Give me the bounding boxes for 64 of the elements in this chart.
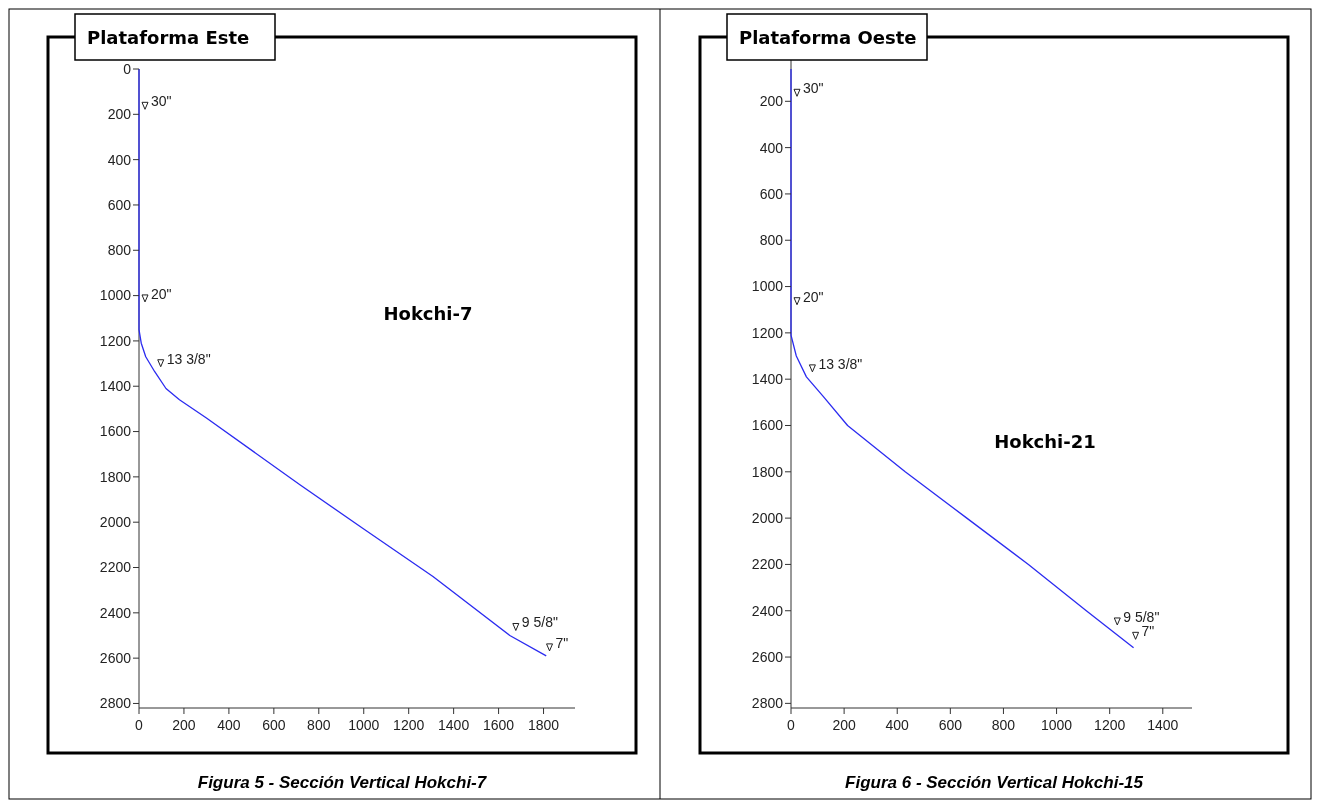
annotation: 9 5/8" xyxy=(521,614,558,631)
line-series xyxy=(790,68,1135,649)
y-tick-label: 1400 xyxy=(99,378,132,395)
x-tick-label: 200 xyxy=(172,717,196,733)
text: Figura 6 - Sección Vertical Hokchi-15 xyxy=(845,773,1144,792)
y-tick-label: 200 xyxy=(107,106,132,123)
y-tick-label: 400 xyxy=(107,151,132,168)
y-tick-label: 2800 xyxy=(99,695,132,712)
x-tick-label: 800 xyxy=(991,717,1016,733)
annotation: 7" xyxy=(1141,623,1155,640)
annotation: 7" xyxy=(555,634,569,651)
annotation: 20" xyxy=(151,285,172,302)
x-tick-label: 1000 xyxy=(1040,717,1073,733)
x-tick-label: 0 xyxy=(135,717,144,733)
text: Hokchi-7 xyxy=(383,303,473,324)
y-tick-label: 600 xyxy=(107,196,132,213)
y-tick-label: 2000 xyxy=(751,510,784,527)
y-tick-label: 2400 xyxy=(751,602,784,619)
y-tick-label: 1600 xyxy=(99,423,132,440)
x-tick-label: 400 xyxy=(885,717,910,733)
annotation: 30" xyxy=(151,93,172,110)
x-tick-label: 1200 xyxy=(393,717,425,733)
x-tick-label: 1400 xyxy=(1147,717,1179,733)
y-tick-label: 400 xyxy=(759,139,784,156)
x-tick-label: 1200 xyxy=(1094,717,1126,733)
x-tick-label: 1600 xyxy=(483,717,515,733)
y-tick-label: 2800 xyxy=(751,695,784,712)
x-tick-label: 1000 xyxy=(348,717,380,733)
y-tick-label: 1800 xyxy=(99,468,132,485)
y-tick-label: 2200 xyxy=(99,559,132,576)
y-tick-label: 1800 xyxy=(751,463,784,480)
y-tick-label: 1400 xyxy=(751,371,784,388)
text: Hokchi-21 xyxy=(994,431,1096,452)
x-tick-label: 600 xyxy=(262,717,286,733)
x-tick-label: 200 xyxy=(832,717,857,733)
y-tick-label: 800 xyxy=(759,232,784,249)
x-tick-label: 800 xyxy=(307,717,331,733)
annotation: 20" xyxy=(803,288,824,305)
y-tick-label: 1600 xyxy=(751,417,784,434)
y-tick-label: 1000 xyxy=(99,287,132,304)
x-tick-label: 1400 xyxy=(438,717,470,733)
x-tick-label: 0 xyxy=(787,717,796,733)
y-tick-label: 2600 xyxy=(751,648,784,665)
chart-title: Plataforma Oeste xyxy=(739,27,917,48)
x-tick-label: 1800 xyxy=(527,717,560,733)
y-tick-label: 800 xyxy=(107,242,132,259)
x-tick-label: 600 xyxy=(938,717,963,733)
annotation: 9 5/8" xyxy=(1123,608,1160,625)
y-tick-label: 200 xyxy=(759,93,784,110)
y-tick-label: 1000 xyxy=(751,278,784,295)
y-tick-label: 2600 xyxy=(99,650,132,667)
y-tick-label: 2000 xyxy=(99,514,132,531)
annotation: 30" xyxy=(803,80,824,97)
annotation: 13 3/8" xyxy=(166,350,211,367)
y-tick-label: 0 xyxy=(123,60,132,77)
y-tick-label: 1200 xyxy=(751,324,784,341)
x-tick-label: 400 xyxy=(217,717,241,733)
y-tick-label: 2200 xyxy=(751,556,784,573)
y-tick-label: 600 xyxy=(759,185,784,202)
text: Figura 5 - Sección Vertical Hokchi-7 xyxy=(197,773,488,792)
annotation: 13 3/8" xyxy=(818,355,863,372)
chart-title: Plataforma Este xyxy=(87,27,250,48)
y-tick-label: 2400 xyxy=(99,604,132,621)
y-tick-label: 1200 xyxy=(99,332,132,349)
